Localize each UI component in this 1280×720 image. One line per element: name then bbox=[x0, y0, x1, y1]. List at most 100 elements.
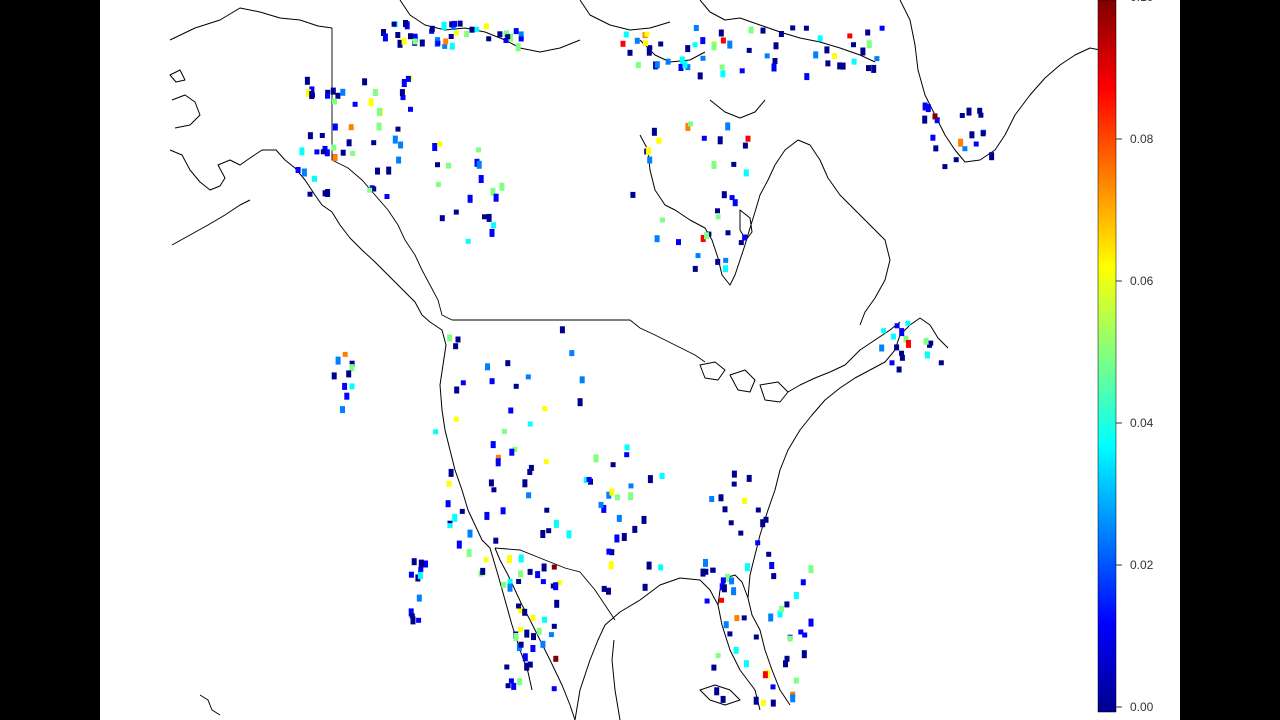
data-cell bbox=[790, 25, 796, 31]
coastlines bbox=[169, 0, 1101, 720]
data-cell bbox=[766, 551, 772, 557]
data-cell bbox=[654, 235, 660, 243]
data-cell bbox=[723, 257, 729, 263]
data-cell bbox=[728, 520, 734, 526]
data-cell bbox=[753, 634, 759, 640]
data-cell bbox=[866, 65, 871, 72]
data-cell bbox=[410, 616, 416, 625]
us-canada-border bbox=[452, 319, 706, 363]
data-cell bbox=[398, 141, 404, 149]
data-cell bbox=[478, 175, 484, 183]
data-cell bbox=[732, 199, 738, 207]
data-cell bbox=[704, 598, 710, 604]
data-cell bbox=[490, 441, 496, 449]
data-cell bbox=[513, 28, 519, 35]
data-cell bbox=[871, 64, 877, 73]
data-cell bbox=[744, 563, 750, 572]
data-cell bbox=[372, 89, 378, 96]
data-cell bbox=[643, 40, 648, 47]
data-cell bbox=[790, 694, 796, 703]
data-cell bbox=[624, 444, 630, 451]
data-cell bbox=[452, 20, 457, 27]
alaska-canada-border bbox=[331, 28, 453, 321]
data-cell bbox=[714, 687, 720, 696]
data-cell bbox=[486, 213, 492, 222]
data-cell bbox=[665, 58, 671, 65]
data-cell bbox=[485, 363, 490, 371]
data-cell bbox=[304, 76, 310, 85]
data-cell bbox=[659, 217, 665, 223]
data-cell bbox=[703, 558, 708, 567]
colorbar: 0.00 0.02 0.04 0.06 0.08 0.10 bbox=[1097, 0, 1154, 714]
data-cell bbox=[760, 519, 766, 528]
us-mexico-border bbox=[494, 547, 616, 621]
data-cell bbox=[682, 61, 688, 69]
data-cell bbox=[505, 34, 511, 40]
data-cell bbox=[635, 62, 641, 69]
map-panel: 0.00 0.02 0.04 0.06 0.08 0.10 bbox=[100, 0, 1180, 720]
data-cell bbox=[474, 27, 480, 32]
data-cell bbox=[320, 149, 326, 155]
data-cell bbox=[362, 78, 368, 86]
data-cell bbox=[418, 567, 424, 572]
data-cell bbox=[384, 194, 390, 199]
data-cell bbox=[459, 508, 465, 514]
data-cell bbox=[484, 511, 490, 520]
data-cell bbox=[435, 40, 441, 46]
data-cell bbox=[606, 491, 612, 499]
data-cell bbox=[651, 127, 657, 136]
data-cell bbox=[620, 40, 626, 47]
data-cell bbox=[408, 608, 414, 617]
data-cell bbox=[890, 333, 896, 340]
data-cell bbox=[551, 564, 557, 570]
data-cell bbox=[391, 21, 397, 27]
data-cell bbox=[408, 571, 414, 578]
data-cell bbox=[703, 568, 709, 575]
data-cell bbox=[642, 583, 648, 591]
colorbar-ticks: 0.00 0.02 0.04 0.06 0.08 0.10 bbox=[1116, 0, 1154, 714]
st-lawrence-coastline bbox=[787, 321, 901, 393]
data-cell bbox=[772, 58, 778, 64]
data-cell bbox=[953, 157, 959, 163]
data-cell bbox=[330, 87, 336, 95]
data-cell bbox=[530, 614, 536, 621]
data-cell bbox=[798, 629, 804, 635]
data-cell bbox=[299, 147, 305, 156]
data-cell bbox=[980, 130, 986, 137]
data-cell bbox=[659, 473, 665, 479]
data-cell bbox=[879, 344, 885, 352]
data-cell bbox=[551, 623, 557, 629]
data-cell bbox=[746, 47, 752, 53]
data-cell bbox=[727, 40, 733, 49]
data-cell bbox=[527, 661, 533, 668]
data-cell bbox=[554, 599, 560, 608]
data-cell bbox=[465, 238, 471, 244]
data-cell bbox=[518, 554, 524, 563]
data-cell bbox=[695, 253, 701, 259]
data-cell bbox=[508, 33, 514, 42]
data-cell bbox=[348, 124, 354, 131]
data-cell bbox=[715, 653, 721, 659]
data-cell bbox=[376, 122, 382, 131]
data-cell bbox=[445, 500, 451, 508]
data-cell bbox=[505, 683, 511, 689]
data-cell bbox=[499, 182, 505, 191]
data-cell bbox=[306, 89, 312, 98]
data-cell bbox=[455, 336, 461, 343]
data-cell bbox=[966, 107, 972, 116]
data-cell bbox=[401, 79, 407, 87]
data-cell bbox=[518, 641, 524, 648]
data-cell bbox=[725, 230, 731, 236]
data-cell bbox=[453, 343, 459, 350]
data-cell bbox=[720, 37, 726, 44]
data-cell bbox=[352, 101, 358, 107]
data-cell bbox=[647, 475, 653, 484]
data-cell bbox=[641, 515, 647, 524]
data-cell bbox=[697, 72, 703, 80]
data-cell bbox=[419, 39, 425, 47]
data-cell bbox=[405, 75, 411, 82]
data-cell bbox=[518, 626, 523, 632]
data-cell bbox=[517, 607, 523, 614]
data-cell bbox=[476, 147, 482, 153]
data-cell bbox=[540, 579, 546, 585]
